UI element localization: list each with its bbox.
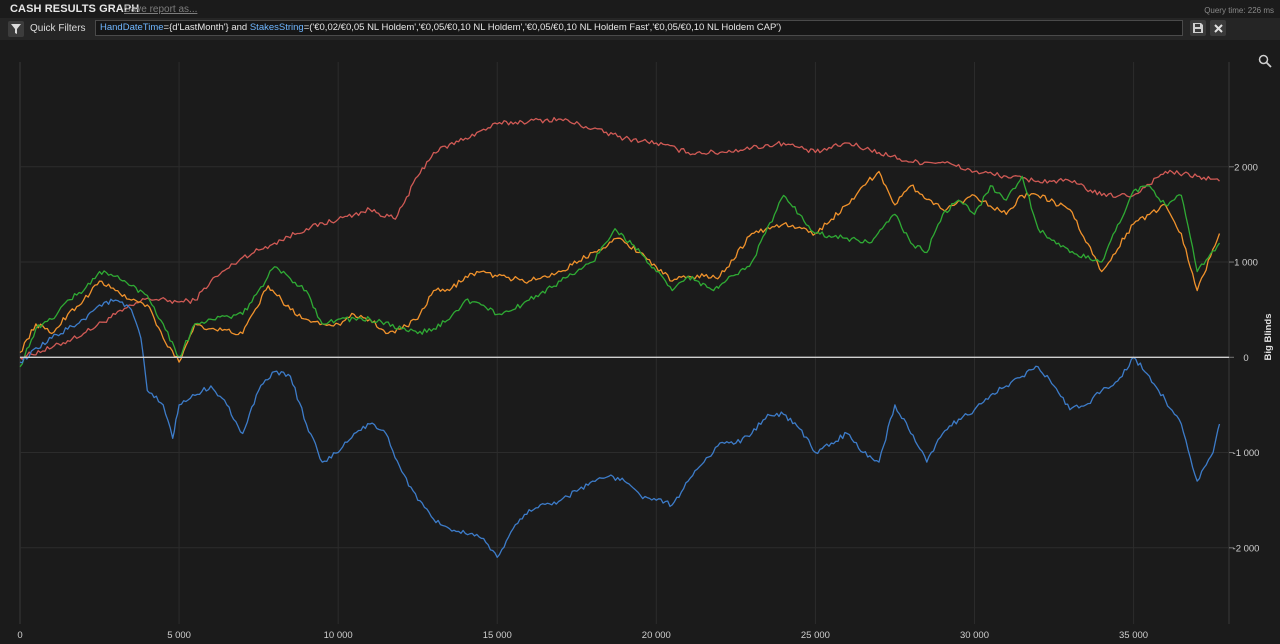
title-bar: CASH RESULTS GRAPH Save report as... Que… (0, 0, 1280, 18)
quick-filters-button[interactable]: Quick Filters (8, 20, 86, 37)
x-tick-label: 25 000 (801, 630, 830, 641)
quick-filters-label: Quick Filters (30, 23, 86, 34)
series-line-1 (19, 116, 1220, 360)
series-line-3 (19, 175, 1221, 368)
save-report-link[interactable]: Save report as... (124, 4, 198, 15)
x-tick-label: 30 000 (960, 630, 989, 641)
y-tick-label: 1 000 (1234, 258, 1258, 269)
y-tick-label: -1 000 (1233, 448, 1260, 459)
funnel-icon (8, 20, 24, 37)
filter-keyword-date: HandDateTime (100, 22, 164, 33)
x-tick-label: 5 000 (167, 630, 191, 641)
x-tick-label: 20 000 (642, 630, 671, 641)
x-tick-label: 10 000 (324, 630, 353, 641)
save-filter-button[interactable] (1190, 20, 1206, 36)
results-graph-svg: 0 5 000 10 000 15 000 20 000 25 000 30 000 35 0… (17, 62, 1274, 641)
save-icon (1193, 23, 1203, 33)
x-tick-label: 35 000 (1119, 630, 1148, 641)
filter-bar: Quick Filters HandDateTime={d'LastMonth'… (0, 18, 1280, 40)
filter-keyword-stakes: StakesString (249, 22, 304, 33)
filter-expression-input[interactable]: HandDateTime={d'LastMonth'} and StakesSt… (95, 20, 1183, 36)
y-axis-label: Big Blinds (1263, 314, 1274, 361)
zoom-icon[interactable] (1258, 54, 1272, 68)
y-tick-label: -2 000 (1233, 543, 1260, 554)
series-line-2 (19, 170, 1221, 363)
x-tick-label: 15 000 (483, 630, 512, 641)
x-tick-label: 0 (17, 630, 22, 641)
page-title: CASH RESULTS GRAPH (10, 3, 140, 15)
filter-value-stakes: =('€0,02/€0,05 NL Holdem','€0,05/€0,10 N… (303, 22, 782, 33)
series-line-4 (19, 298, 1221, 558)
close-icon (1213, 23, 1223, 33)
y-tick-label: 2 000 (1234, 162, 1258, 173)
filter-value-date: ={d'LastMonth'} and (163, 22, 250, 33)
clear-filter-button[interactable] (1210, 20, 1226, 36)
query-time: Query time: 226 ms (1204, 6, 1274, 15)
y-tick-label: 0 (1243, 353, 1248, 364)
results-chart: 0 5 000 10 000 15 000 20 000 25 000 30 000 35 0… (0, 40, 1280, 644)
